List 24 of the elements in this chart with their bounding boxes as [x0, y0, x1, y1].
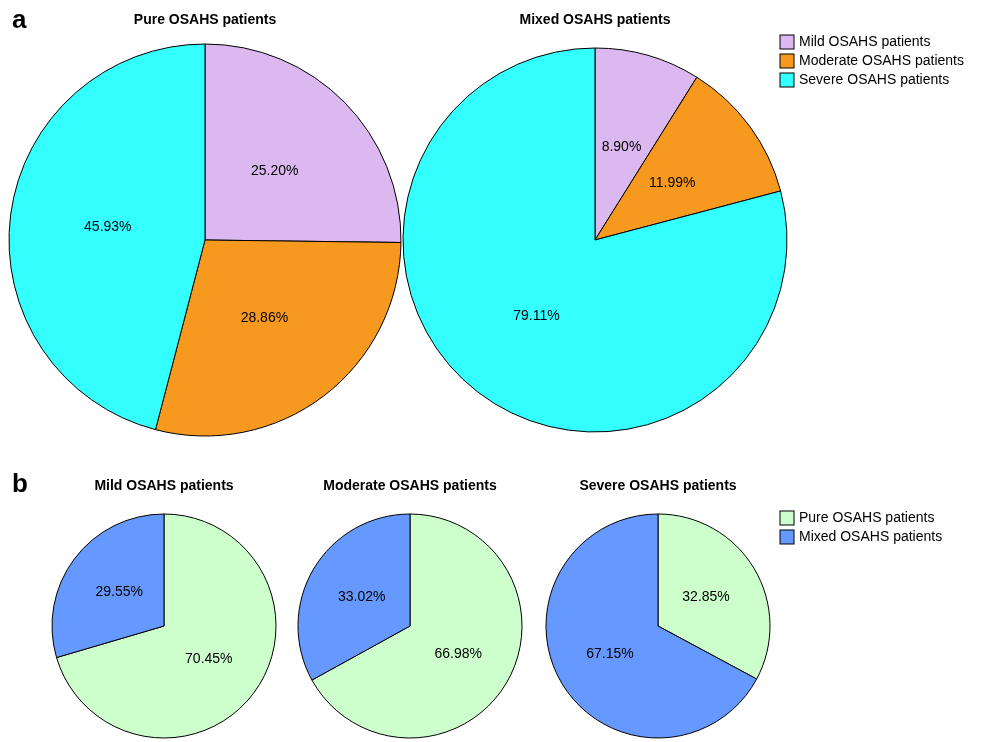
text: b	[12, 468, 28, 498]
chart-title: Moderate OSAHS patients	[323, 477, 497, 493]
data-label: 25.20%	[250, 161, 299, 178]
legend-label: Mild OSAHS patients	[799, 32, 931, 49]
data-label: 28.86%	[240, 308, 289, 325]
data-label: 29.55%	[95, 583, 143, 600]
data-label: 70.45%	[185, 650, 233, 667]
data-label: 67.15%	[586, 645, 634, 662]
data-label: 79.11%	[513, 306, 560, 323]
data-label: 8.90%	[601, 138, 642, 155]
data-label: 11.99%	[649, 173, 696, 190]
data-label: 45.93%	[84, 218, 132, 235]
chart-title: Mixed OSAHS patients	[519, 11, 671, 27]
legend-label: Moderate OSAHS patients	[799, 51, 964, 68]
legend-label: Pure OSAHS patients	[799, 508, 935, 525]
chart-title: Mild OSAHS patients	[94, 477, 234, 493]
data-label: 66.98%	[434, 645, 482, 662]
chart-title: Pure OSAHS patients	[133, 11, 277, 27]
chart-title: Severe OSAHS patients	[579, 477, 737, 493]
data-label: 33.02%	[338, 588, 386, 605]
legend-label: Mixed OSAHS patients	[799, 527, 943, 544]
text: a	[12, 4, 27, 34]
legend-label: Severe OSAHS patients	[799, 70, 950, 87]
data-label: 32.85%	[682, 587, 730, 604]
